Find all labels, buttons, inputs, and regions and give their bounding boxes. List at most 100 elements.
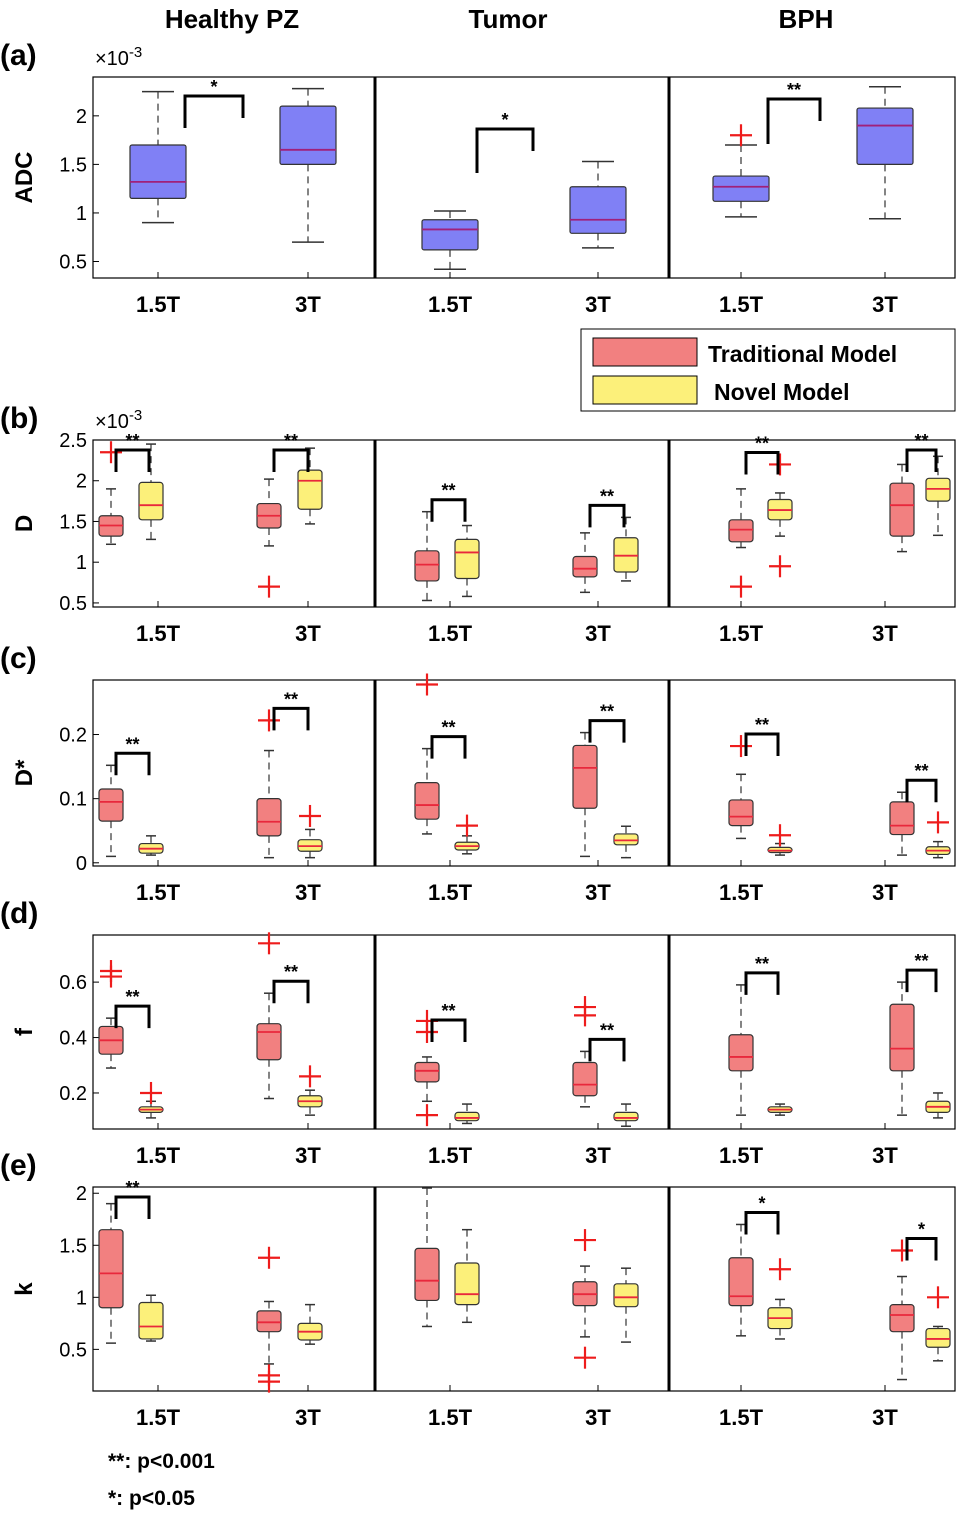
significance-bracket: * (744, 1193, 780, 1235)
box-iqr (138, 1301, 164, 1340)
significance-bracket: ** (272, 431, 310, 472)
significance-label: * (501, 110, 508, 130)
box-bph-1.5T-traditional (728, 488, 754, 598)
legend-label-traditional: Traditional Model (708, 341, 897, 367)
box-tumor-3T (569, 160, 627, 249)
significance-label: * (918, 1219, 925, 1239)
significance-bracket: ** (744, 433, 780, 475)
significance-label: ** (755, 433, 769, 453)
bracket-line (588, 1037, 626, 1062)
x-tick-label: 3T (585, 292, 611, 317)
bracket-line (114, 1004, 151, 1029)
box-iqr (414, 782, 440, 820)
y-tick-label: 0 (76, 853, 87, 875)
y-tick-label: 2 (76, 471, 87, 493)
box-iqr (925, 1327, 951, 1348)
box-iqr (98, 788, 124, 822)
y-axis-label: ADC (11, 152, 38, 204)
significance-label: ** (914, 431, 928, 451)
box-iqr (572, 1061, 598, 1097)
legend-swatch-novel (592, 375, 698, 405)
significance-bracket: ** (114, 431, 151, 472)
box-bph-3T-novel (925, 1092, 951, 1119)
significance-label: ** (600, 1020, 614, 1040)
box-tumor-3T-traditional (572, 731, 598, 858)
box-tumor-3T-traditional (572, 532, 598, 594)
box-iqr (414, 550, 440, 582)
axis-exponent: ×10-3 (95, 44, 142, 70)
significance-label: ** (284, 689, 298, 709)
legend: Traditional Model Novel Model (580, 328, 956, 412)
bracket-line (430, 498, 467, 522)
y-tick-label: 2 (76, 1183, 87, 1205)
x-tick-label: 1.5T (719, 880, 764, 905)
column-title-healthy-pz: Healthy PZ (165, 4, 299, 34)
x-tick-label: 3T (295, 292, 321, 317)
box-healthy-pz-3T-novel (297, 1303, 323, 1345)
x-tick-label: 1.5T (428, 880, 473, 905)
significance-label: ** (284, 431, 298, 451)
x-tick-label: 3T (295, 880, 321, 905)
x-tick-label: 3T (295, 1143, 321, 1168)
significance-bracket: * (183, 77, 245, 128)
significance-bracket: ** (588, 702, 626, 743)
x-tick-label: 1.5T (428, 1143, 473, 1168)
bracket-line (272, 979, 310, 1004)
significance-bracket: ** (272, 962, 310, 1004)
significance-label: ** (441, 481, 455, 501)
box-bph-1.5T-novel (767, 453, 793, 578)
box-healthy-pz-1.5T-novel (138, 1294, 164, 1342)
bracket-line (114, 1195, 151, 1219)
x-tick-label: 3T (295, 1405, 321, 1430)
axis-exponent: ×10-3 (95, 407, 142, 433)
box-healthy-pz-3T-traditional (256, 932, 282, 1100)
bracket-line (744, 971, 780, 995)
box-tumor-1.5T-novel (454, 1228, 480, 1324)
box-tumor-1.5T-traditional (414, 1009, 440, 1127)
box-iqr (728, 1257, 754, 1307)
axes-frame (92, 679, 956, 867)
legend-label-novel: Novel Model (714, 379, 849, 405)
x-tick-label: 3T (295, 621, 321, 646)
significance-label: ** (755, 715, 769, 735)
significance-label: ** (787, 80, 801, 100)
x-tick-label: 3T (872, 880, 898, 905)
legend-swatch-traditional (592, 337, 698, 367)
box-healthy-pz-3T-traditional (256, 709, 282, 859)
x-tick-label: 3T (872, 292, 898, 317)
box-bph-3T-novel (925, 1286, 951, 1362)
x-tick-label: 1.5T (428, 1405, 473, 1430)
y-axis-label: k (11, 1282, 38, 1296)
x-tick-label: 3T (585, 621, 611, 646)
y-tick-label: 0.5 (59, 1339, 87, 1361)
box-iqr (613, 833, 639, 846)
significance-label: ** (441, 1001, 455, 1021)
box-healthy-pz-1.5T (129, 90, 187, 224)
panel-letter: (b) (0, 402, 38, 435)
box-tumor-1.5T-traditional (414, 673, 440, 835)
y-tick-label: 2 (76, 106, 87, 128)
significance-label: ** (600, 486, 614, 506)
box-iqr (256, 1023, 282, 1061)
y-tick-label: 1.5 (59, 154, 87, 176)
significance-label: * (758, 1193, 765, 1213)
bracket-line (588, 719, 626, 743)
box-bph-1.5T-novel (767, 1103, 793, 1116)
x-tick-label: 3T (585, 1143, 611, 1168)
bracket-line (588, 503, 626, 528)
x-tick-label: 1.5T (719, 621, 764, 646)
bracket-line (744, 450, 780, 475)
box-iqr (856, 107, 914, 165)
box-iqr (613, 1111, 639, 1122)
box-tumor-1.5T-novel (454, 524, 480, 598)
significance-bracket: ** (766, 80, 822, 144)
x-tick-label: 3T (585, 1405, 611, 1430)
axes-frame (92, 934, 956, 1130)
significance-bracket: ** (588, 1020, 626, 1062)
x-tick-label: 1.5T (136, 621, 181, 646)
box-iqr (613, 1283, 639, 1308)
box-healthy-pz-1.5T-traditional (98, 764, 124, 858)
y-tick-label: 2.5 (59, 430, 87, 452)
panel-letter: (d) (0, 897, 38, 930)
significance-label: ** (284, 962, 298, 982)
